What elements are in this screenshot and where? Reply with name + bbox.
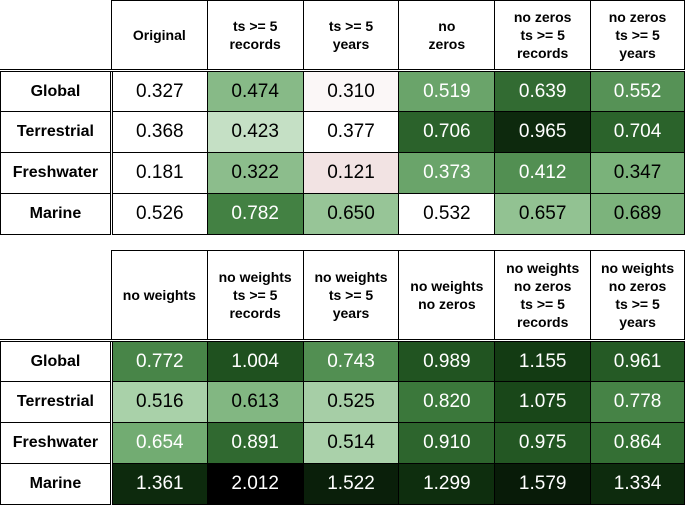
heatmap-cell: 0.989: [398, 340, 496, 382]
heatmap-cell: 0.526: [110, 193, 208, 235]
heatmap-cell: 0.368: [110, 111, 208, 153]
column-header: no weights no zeros ts >= 5 records: [494, 250, 592, 342]
column-header: no zeros ts >= 5 years: [590, 0, 685, 72]
table-row: Freshwater 0.654 0.891 0.514 0.910 0.975 0.864: [0, 422, 685, 464]
heatmap-cell: 2.012: [206, 463, 304, 505]
table-row: Marine 0.526 0.782 0.650 0.532 0.657 0.689: [0, 193, 685, 235]
heatmap-cell: 0.347: [590, 152, 685, 194]
heatmap-cell: 1.522: [302, 463, 400, 505]
heatmap-cell: 0.657: [494, 193, 592, 235]
heatmap-cell: 0.181: [110, 152, 208, 194]
heatmap-cell: 0.782: [206, 193, 304, 235]
heatmap-cell: 0.650: [302, 193, 400, 235]
column-header: no zeros: [398, 0, 496, 72]
heatmap-cell: 0.327: [110, 70, 208, 112]
heatmap-cell: 0.532: [398, 193, 496, 235]
heatmap-cell: 0.778: [590, 381, 685, 423]
corner-cell: [0, 0, 112, 72]
heatmap-cell: 0.743: [302, 340, 400, 382]
heatmap-cell: 1.155: [494, 340, 592, 382]
heatmap-cell: 0.689: [590, 193, 685, 235]
heatmap-cell: 0.891: [206, 422, 304, 464]
heatmap-cell: 0.412: [494, 152, 592, 194]
heatmap-cell: 0.613: [206, 381, 304, 423]
heatmap-cell: 0.704: [590, 111, 685, 153]
heatmap-cell: 0.639: [494, 70, 592, 112]
column-header: no zeros ts >= 5 records: [494, 0, 592, 72]
heatmap-cell: 1.004: [206, 340, 304, 382]
heatmap-cell: 0.121: [302, 152, 400, 194]
column-header: no weights no zeros ts >= 5 years: [590, 250, 685, 342]
heatmap-cell: 1.299: [398, 463, 496, 505]
heatmap-cell: 0.377: [302, 111, 400, 153]
row-header: Terrestrial: [0, 111, 113, 153]
table-row: Freshwater 0.181 0.322 0.121 0.373 0.412 0.347: [0, 152, 685, 194]
heatmap-table-2: no weights no weights ts >= 5 records no wei…: [0, 250, 685, 505]
row-header: Terrestrial: [0, 381, 113, 423]
heatmap-cell: 0.864: [590, 422, 685, 464]
heatmap-cell: 0.514: [302, 422, 400, 464]
column-header: Original: [110, 0, 208, 72]
heatmap-cell: 1.579: [494, 463, 592, 505]
heatmap-cell: 0.965: [494, 111, 592, 153]
heatmap-cell: 1.334: [590, 463, 685, 505]
row-header: Marine: [0, 193, 113, 235]
heatmap-cell: 0.706: [398, 111, 496, 153]
column-header: no weights no zeros: [398, 250, 496, 342]
heatmap-cell: 0.310: [302, 70, 400, 112]
heatmap-cell: 0.820: [398, 381, 496, 423]
table-row: Terrestrial 0.516 0.613 0.525 0.820 1.075 0.77…: [0, 381, 685, 423]
heatmap-cell: 0.772: [110, 340, 208, 382]
row-header: Global: [0, 70, 113, 112]
table-row: Marine 1.361 2.012 1.522 1.299 1.579 1.334: [0, 463, 685, 505]
column-header: no weights ts >= 5 years: [302, 250, 400, 342]
column-header: no weights: [110, 250, 208, 342]
heatmap-cell: 0.516: [110, 381, 208, 423]
corner-cell: [0, 250, 112, 342]
table-row: Terrestrial 0.368 0.423 0.377 0.706 0.965 0.70…: [0, 111, 685, 153]
heatmap-cell: 0.373: [398, 152, 496, 194]
table-separator: [0, 240, 685, 248]
row-header: Freshwater: [0, 152, 113, 194]
heatmap-cell: 1.361: [110, 463, 208, 505]
column-header: no weights ts >= 5 records: [206, 250, 304, 342]
heatmap-cell: 0.654: [110, 422, 208, 464]
heatmap-cell: 0.961: [590, 340, 685, 382]
heatmap-cell: 0.910: [398, 422, 496, 464]
column-header: ts >= 5 records: [206, 0, 304, 72]
heatmap-cell: 1.075: [494, 381, 592, 423]
row-header: Global: [0, 340, 113, 382]
heatmap-cell: 0.975: [494, 422, 592, 464]
table-row: Global 0.772 1.004 0.743 0.989 1.155 0.961: [0, 340, 685, 382]
column-header: ts >= 5 years: [302, 0, 400, 72]
heatmap-cell: 0.552: [590, 70, 685, 112]
heatmap-cell: 0.322: [206, 152, 304, 194]
heatmap-table-1: Original ts >= 5 records ts >= 5 years no zero…: [0, 0, 685, 235]
heatmap-cell: 0.423: [206, 111, 304, 153]
table-row: Global 0.327 0.474 0.310 0.519 0.639 0.552: [0, 70, 685, 112]
row-header: Marine: [0, 463, 113, 505]
heatmap-cell: 0.525: [302, 381, 400, 423]
row-header: Freshwater: [0, 422, 113, 464]
heatmap-cell: 0.474: [206, 70, 304, 112]
heatmap-cell: 0.519: [398, 70, 496, 112]
